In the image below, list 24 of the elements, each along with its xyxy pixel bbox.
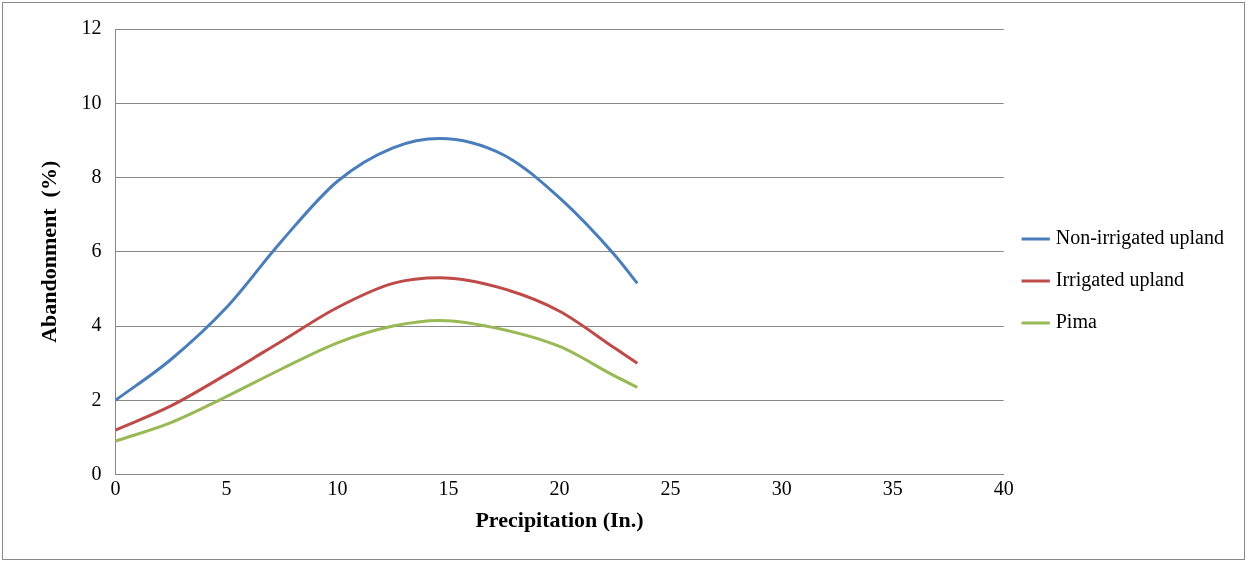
legend-label: Irrigated upland: [1055, 268, 1184, 292]
y-tick-label: 10: [81, 90, 102, 113]
y-tick-label: 2: [91, 387, 102, 410]
y-tick-label: 0: [91, 461, 102, 484]
x-tick-label: 35: [882, 476, 903, 499]
y-tick-label: 12: [81, 16, 102, 39]
x-tick-label: 0: [110, 476, 121, 499]
x-tick-label: 10: [327, 476, 348, 499]
x-tick-label: 30: [771, 476, 792, 499]
x-tick-label: 5: [221, 476, 232, 499]
line-series: [115, 276, 639, 432]
line-series: [115, 137, 639, 402]
y-tick-label: 6: [91, 239, 102, 262]
y-tick-label: 4: [91, 313, 102, 336]
x-tick-label: 25: [660, 476, 681, 499]
y-axis-title: Abandonment (%): [35, 160, 61, 343]
legend-label: Non-irrigated upland: [1055, 226, 1224, 250]
x-axis-title: Precipitation (In.): [475, 507, 644, 533]
legend-label: Pima: [1055, 310, 1097, 333]
y-tick-label: 8: [91, 164, 102, 187]
x-tick-label: 15: [438, 476, 459, 499]
x-tick-label: 40: [993, 476, 1014, 499]
x-tick-label: 20: [549, 476, 570, 499]
line-series: [115, 319, 639, 443]
